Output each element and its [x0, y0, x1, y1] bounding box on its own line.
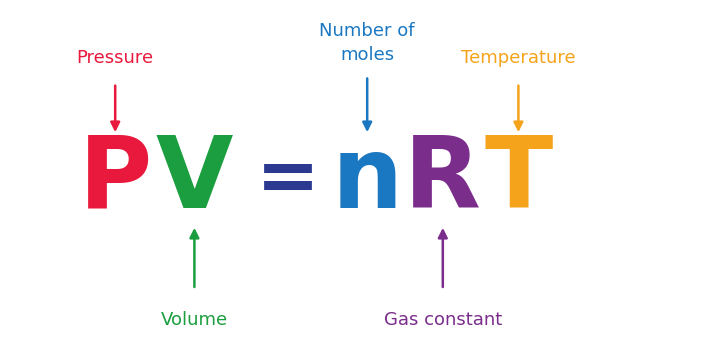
Text: V: V — [156, 131, 233, 229]
Text: P: P — [78, 131, 152, 229]
Text: Gas constant: Gas constant — [384, 311, 502, 329]
Text: R: R — [405, 131, 481, 229]
Text: n: n — [332, 131, 402, 229]
Text: Temperature: Temperature — [461, 49, 576, 67]
Text: =: = — [256, 143, 320, 217]
Text: Volume: Volume — [161, 311, 228, 329]
Text: Pressure: Pressure — [76, 49, 154, 67]
Text: T: T — [485, 131, 552, 229]
Text: Number of
moles: Number of moles — [320, 22, 415, 64]
